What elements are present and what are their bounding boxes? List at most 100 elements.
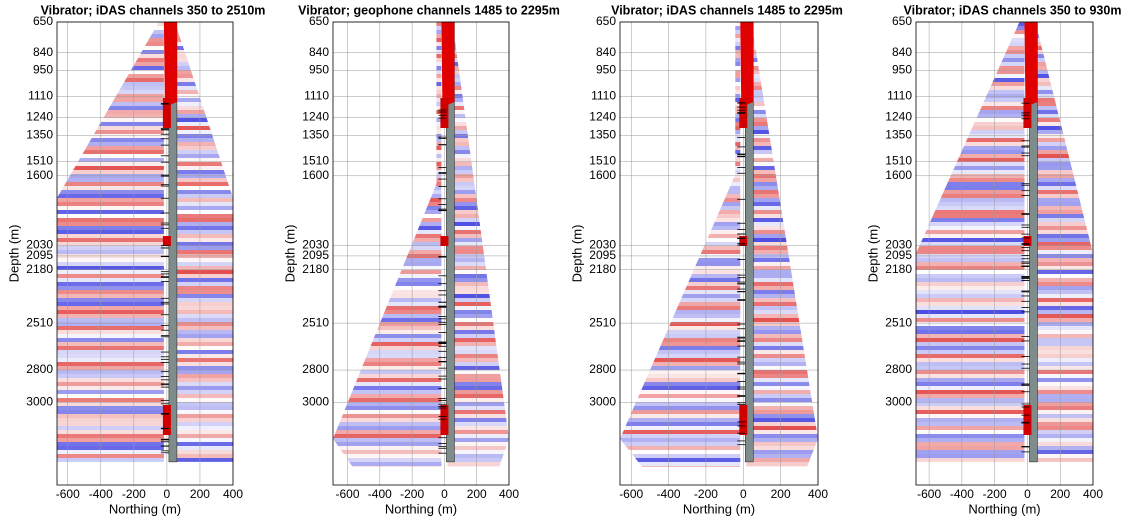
seismic-stripe <box>916 50 1025 54</box>
seismic-stripe <box>620 290 741 294</box>
seismic-stripe <box>57 322 164 326</box>
seismic-stripe <box>169 214 233 218</box>
seismic-stripe <box>620 374 741 378</box>
seismic-stripe <box>916 42 1025 46</box>
seismic-stripe <box>746 342 818 346</box>
y-tick-label: 3000 <box>589 395 616 409</box>
seismic-stripe <box>57 146 164 150</box>
seismic-stripe <box>57 458 164 462</box>
seismic-stripe <box>916 418 1025 422</box>
seismic-stripe <box>447 66 509 70</box>
seismic-stripe <box>916 154 1025 158</box>
seismic-stripe <box>333 394 442 398</box>
seismic-stripe <box>447 86 509 90</box>
seismic-stripe <box>1030 418 1093 422</box>
seismic-stripe <box>169 34 233 38</box>
seismic-stripe <box>447 330 509 334</box>
seismic-stripe <box>169 166 233 170</box>
seismic-stripe <box>916 22 1025 26</box>
seismic-stripe <box>746 78 818 82</box>
seismic-stripe <box>1030 474 1093 478</box>
seismic-stripe <box>447 454 509 458</box>
seismic-stripe <box>447 334 509 338</box>
seismic-stripe <box>169 454 233 458</box>
seismic-stripe <box>333 266 442 270</box>
seismic-stripe <box>916 102 1025 106</box>
seismic-stripe <box>746 162 818 166</box>
seismic-stripe <box>746 210 818 214</box>
seismic-stripe <box>916 450 1025 454</box>
seismic-stripe <box>57 230 164 234</box>
seismic-stripe <box>1030 290 1093 294</box>
seismic-stripe <box>1030 414 1093 418</box>
seismic-stripe <box>169 314 233 318</box>
seismic-stripe <box>620 354 741 358</box>
seismic-image <box>333 22 509 478</box>
x-tick-label: -400 <box>89 487 113 501</box>
x-tick-label: 200 <box>771 487 791 501</box>
x-tick-label: 400 <box>1083 487 1103 501</box>
seismic-stripe <box>333 462 442 466</box>
seismic-stripe <box>916 58 1025 62</box>
seismic-stripe <box>746 118 818 122</box>
seismic-stripe <box>916 90 1025 94</box>
seismic-stripe <box>1030 430 1093 434</box>
seismic-stripe <box>916 462 1024 466</box>
seismic-stripe <box>333 370 442 374</box>
seismic-stripe <box>57 438 164 442</box>
seismic-stripe <box>1030 258 1093 262</box>
seismic-stripe <box>333 122 442 126</box>
seismic-stripe <box>333 38 442 42</box>
seismic-stripe <box>57 298 164 302</box>
seismic-stripe <box>447 394 509 398</box>
seismic-stripe <box>1030 454 1093 458</box>
axes-frame <box>332 21 510 486</box>
seismic-stripe <box>1030 62 1093 66</box>
seismic-stripe <box>1030 398 1093 402</box>
seismic-stripe <box>333 202 442 206</box>
seismic-stripe <box>57 262 164 266</box>
seismic-stripe <box>57 22 164 26</box>
seismic-stripe <box>333 366 442 370</box>
seismic-stripe <box>746 122 818 126</box>
seismic-stripe <box>169 102 233 106</box>
seismic-stripe <box>620 478 740 482</box>
y-tick-label: 950 <box>309 63 329 77</box>
seismic-stripe <box>447 342 509 346</box>
seismic-stripe <box>169 54 233 58</box>
seismic-stripe <box>620 118 741 122</box>
y-tick-label: 2800 <box>26 362 53 376</box>
seismic-stripe <box>620 342 741 346</box>
seismic-stripe <box>620 418 741 422</box>
seismic-stripe <box>447 262 509 266</box>
y-tick-label: 2095 <box>302 248 329 262</box>
seismic-stripe <box>169 222 233 226</box>
seismic-stripe <box>169 342 233 346</box>
seismic-stripe <box>57 218 164 222</box>
seismic-stripe <box>333 94 442 98</box>
seismic-stripe <box>1030 202 1093 206</box>
seismic-stripe <box>57 154 164 158</box>
seismic-stripe <box>620 446 741 450</box>
seismic-stripe <box>620 330 741 334</box>
seismic-stripe <box>333 186 442 190</box>
seismic-stripe <box>1030 190 1093 194</box>
seismic-stripe <box>57 46 164 50</box>
seismic-stripe <box>333 474 441 478</box>
seismic-stripe <box>447 94 509 98</box>
seismic-stripe <box>1030 302 1093 306</box>
seismic-stripe <box>57 398 164 402</box>
seismic-stripe <box>333 326 442 330</box>
seismic-stripe <box>746 54 818 58</box>
seismic-stripe <box>620 450 740 454</box>
seismic-stripe <box>333 362 442 366</box>
seismic-stripe <box>57 66 164 70</box>
y-tick-label: 1510 <box>589 153 616 167</box>
seismic-stripe <box>447 42 509 46</box>
seismic-stripe <box>916 326 1025 330</box>
seismic-stripe <box>620 166 741 170</box>
seismic-stripe <box>1030 30 1093 34</box>
seismic-stripe <box>57 226 164 230</box>
y-tick-label: 950 <box>596 63 616 77</box>
seismic-stripe <box>57 162 164 166</box>
